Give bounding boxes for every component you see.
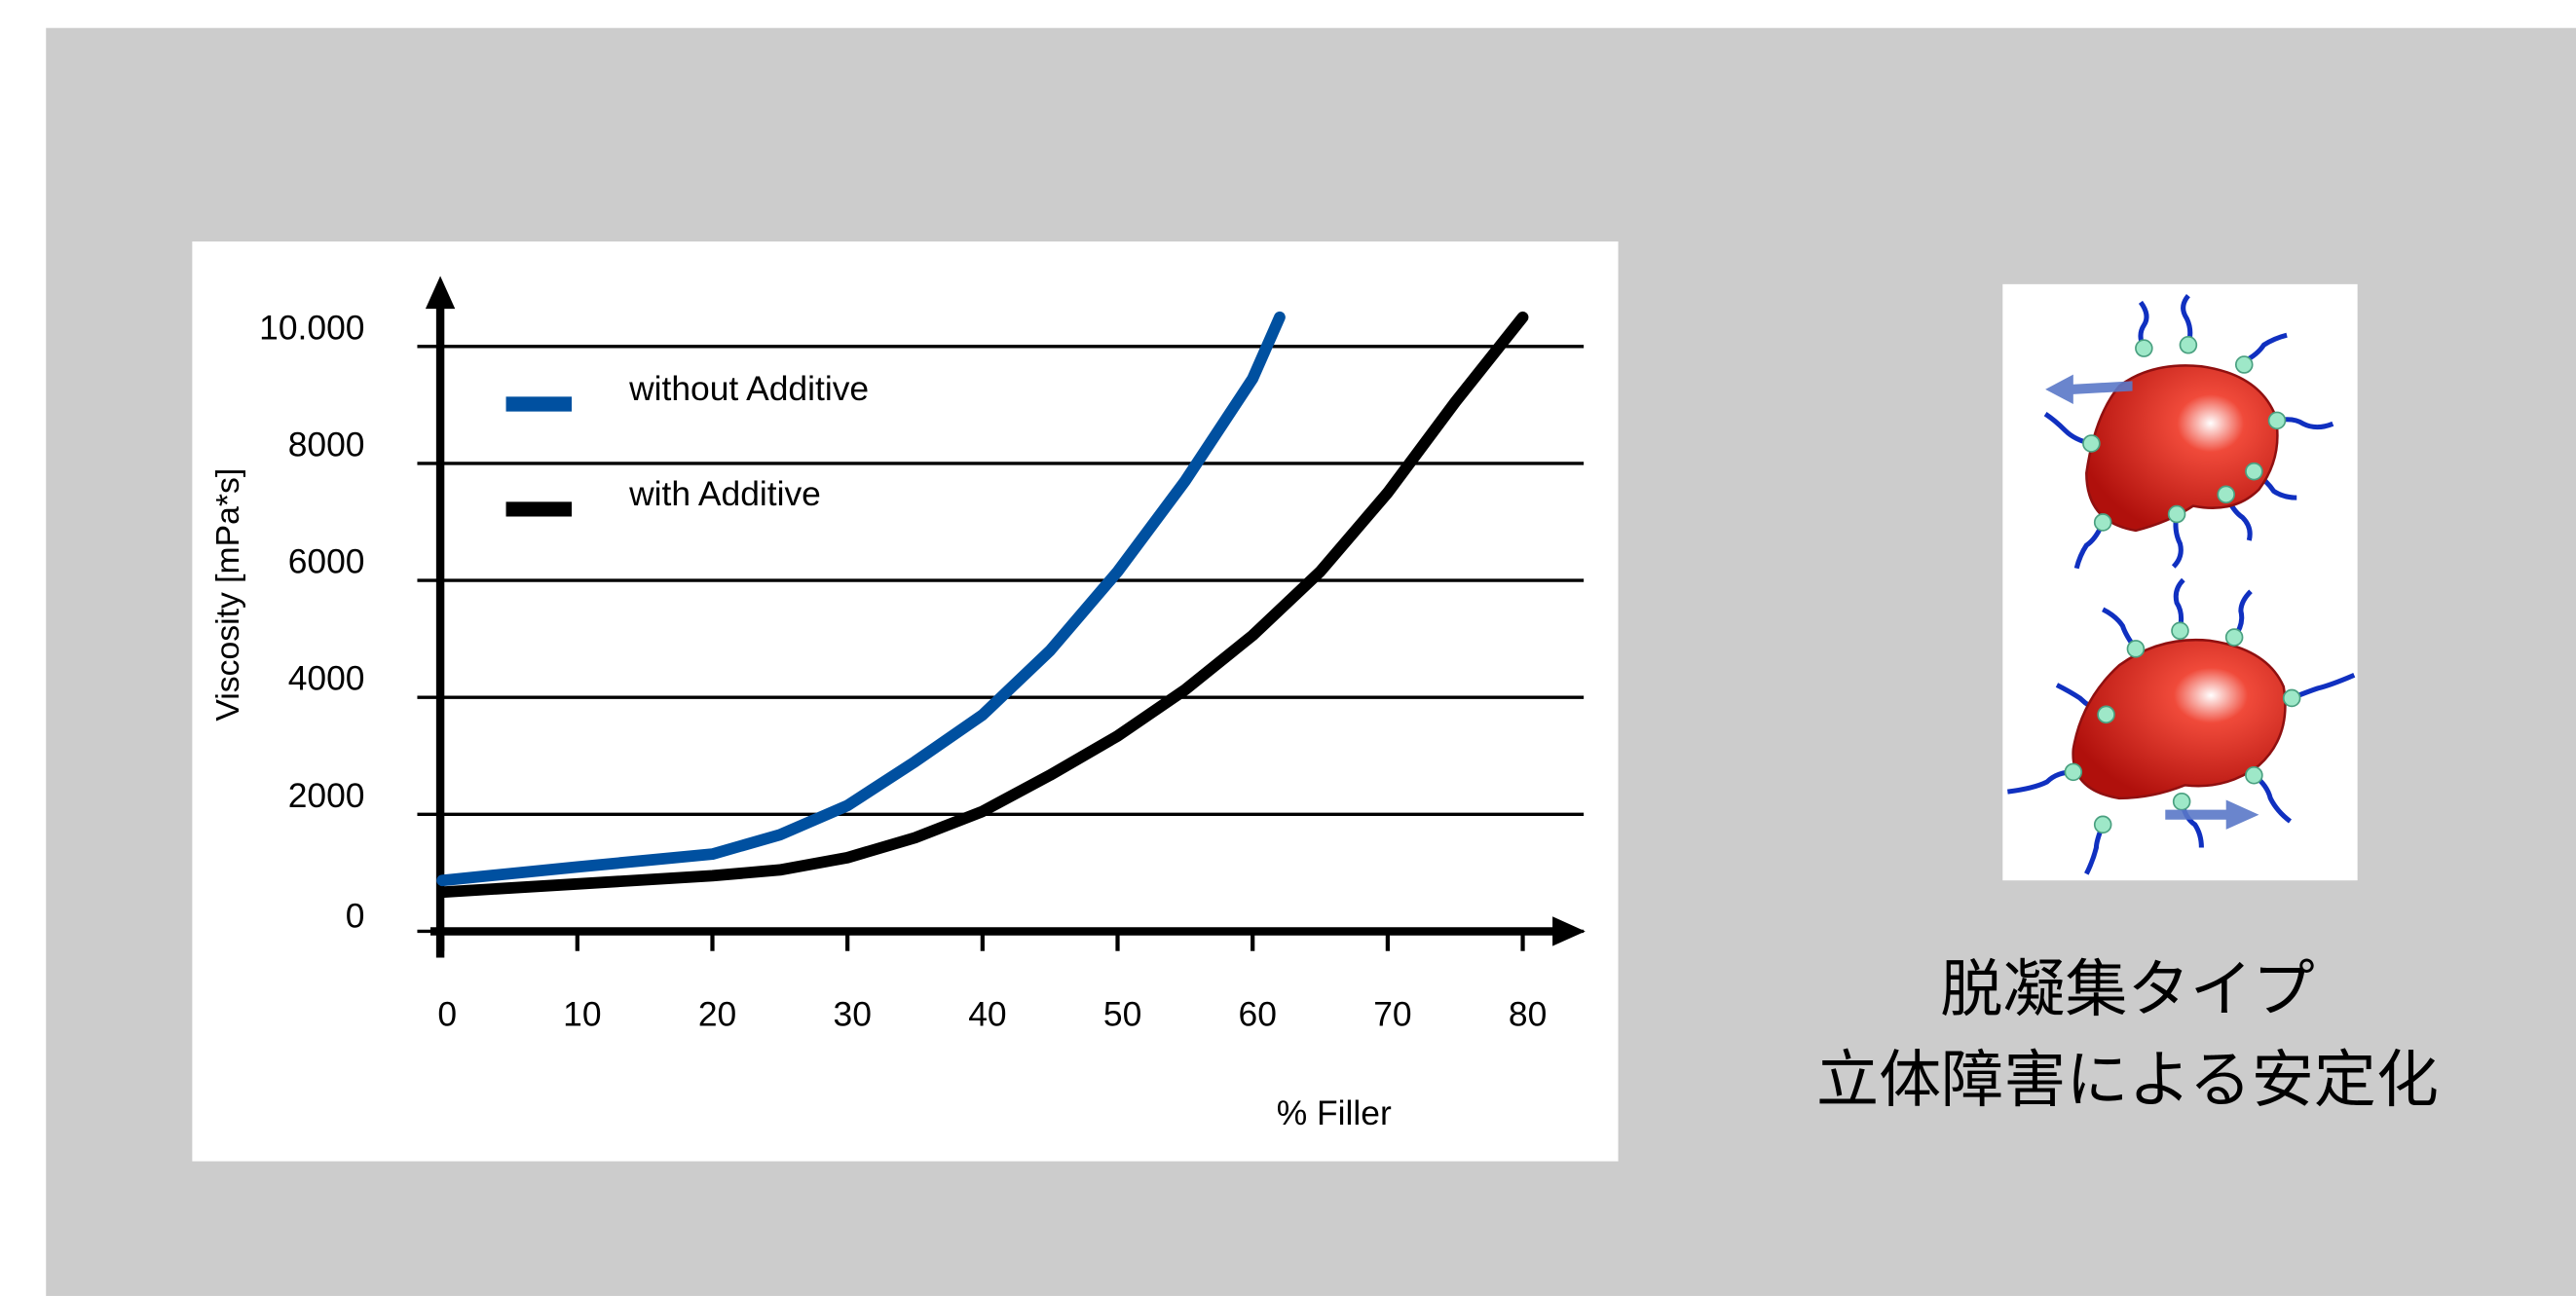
x-tick-label: 70 [1373, 995, 1411, 1034]
illustration [2002, 284, 2357, 880]
page: Viscosity [mPa*s] % Filler 脱凝集タイプ [0, 0, 2576, 1296]
x-tick-label: 40 [968, 995, 1006, 1034]
x-tick-label: 80 [1509, 995, 1547, 1034]
y-tick-label: 10.000 [259, 308, 364, 347]
y-tick-label: 4000 [288, 659, 365, 698]
x-tick-label: 30 [834, 995, 872, 1034]
x-tick-label: 50 [1103, 995, 1141, 1034]
caption-line: 立体障害による安定化 [1816, 1045, 2439, 1117]
x-tick-label: 10 [563, 995, 601, 1034]
chart: Viscosity [mPa*s] % Filler 脱凝集タイプ [0, 0, 2576, 1296]
legend-label: without Additive [628, 369, 869, 408]
caption-line: 脱凝集タイプ [1940, 954, 2315, 1026]
y-axis-label: Viscosity [mPa*s] [209, 468, 246, 722]
x-tick-label: 20 [698, 995, 736, 1034]
y-tick-label: 2000 [288, 776, 365, 815]
y-tick-label: 0 [346, 896, 365, 935]
y-tick-label: 8000 [288, 425, 365, 463]
x-tick-label: 0 [437, 995, 457, 1034]
x-axis-label: % Filler [1277, 1093, 1392, 1132]
x-tick-label: 60 [1239, 995, 1277, 1034]
legend-label: with Additive [628, 474, 821, 513]
y-tick-label: 6000 [288, 542, 365, 581]
